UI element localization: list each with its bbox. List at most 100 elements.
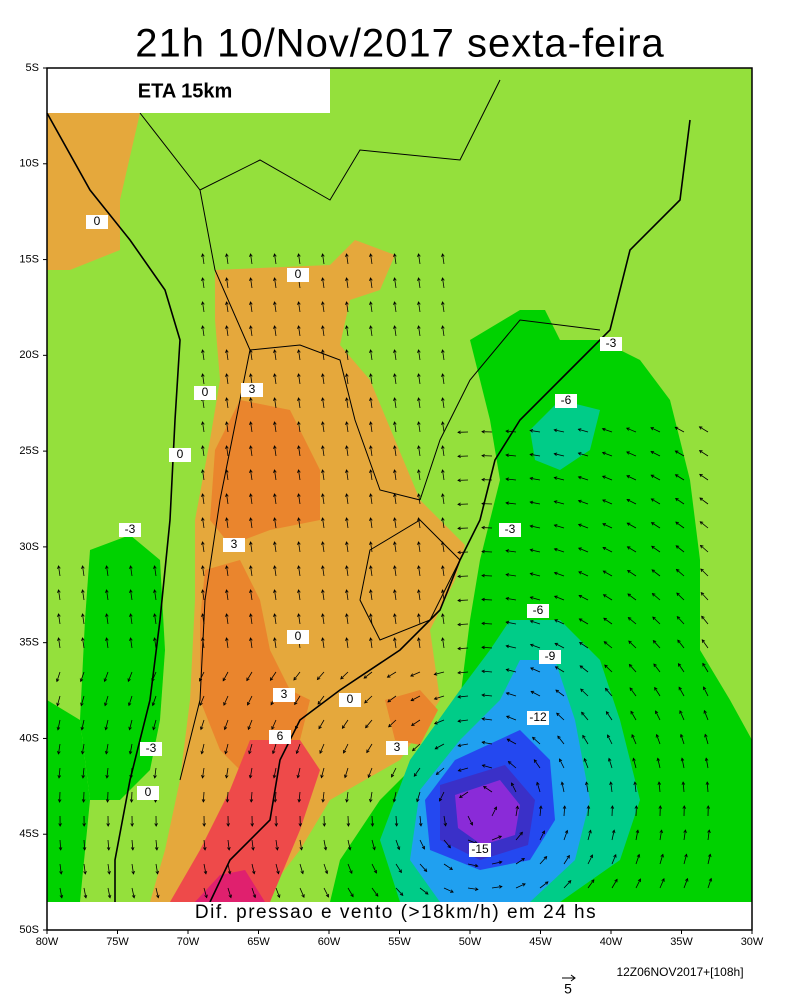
wind-vector-head bbox=[578, 641, 583, 646]
wind-vector bbox=[418, 493, 421, 505]
wind-vector bbox=[346, 277, 349, 289]
wind-vector-head bbox=[273, 469, 277, 473]
wind-vector bbox=[412, 743, 421, 752]
wind-vector-head bbox=[363, 675, 368, 679]
wind-vector bbox=[274, 253, 277, 265]
wind-vector bbox=[202, 791, 205, 803]
wind-vector-head bbox=[481, 477, 485, 482]
wind-vector bbox=[127, 671, 133, 682]
wind-vector-head bbox=[249, 253, 253, 257]
wind-vector-head bbox=[457, 430, 461, 435]
wind-vector-head bbox=[273, 373, 277, 377]
wind-vector-head bbox=[321, 541, 325, 545]
wind-vector-head bbox=[103, 678, 108, 683]
wind-vector bbox=[246, 671, 253, 681]
wind-vector bbox=[443, 887, 454, 893]
wind-vector bbox=[704, 734, 709, 745]
wind-vector-head bbox=[297, 469, 301, 473]
wind-vector-head bbox=[225, 445, 229, 449]
wind-vector bbox=[491, 886, 502, 889]
wind-vector-head bbox=[249, 613, 253, 617]
wind-vector bbox=[250, 349, 253, 361]
contour-labels: 0 0 0 3 0 -3 3 -3 -6 -3 -6 -9 -12 0 3 0 6 3 -3 0 -15 bbox=[86, 214, 622, 857]
wind-vector-head bbox=[441, 397, 445, 401]
wind-vector bbox=[154, 565, 157, 577]
wind-vector bbox=[563, 830, 568, 841]
wind-vector-head bbox=[457, 695, 461, 699]
wind-vector-head bbox=[273, 517, 277, 521]
wind-vector bbox=[394, 541, 397, 553]
wind-vector-head bbox=[104, 726, 108, 731]
wind-vector-head bbox=[626, 498, 631, 503]
wind-vector bbox=[699, 497, 709, 505]
wind-vector-head bbox=[345, 397, 349, 401]
wind-vector-head bbox=[393, 493, 397, 497]
contour-label-bg bbox=[527, 604, 549, 618]
wind-vector-head bbox=[153, 799, 158, 803]
wind-vector bbox=[602, 547, 613, 553]
wind-vector bbox=[650, 427, 661, 433]
lon-label: 30W bbox=[741, 936, 764, 948]
wind-vector bbox=[322, 791, 325, 802]
wind-vector-head bbox=[581, 711, 585, 716]
wind-vector-head bbox=[457, 622, 461, 627]
wind-vector bbox=[202, 493, 205, 505]
wind-vector bbox=[202, 613, 205, 625]
wind-vector-head bbox=[222, 677, 226, 682]
wind-vector-head bbox=[553, 524, 558, 528]
wind-vector-head bbox=[674, 450, 679, 454]
wind-vector-head bbox=[273, 613, 277, 617]
wind-vector bbox=[106, 589, 109, 601]
wind-vector bbox=[418, 589, 421, 601]
wind-vector-head bbox=[493, 806, 497, 811]
caption-box bbox=[47, 902, 752, 930]
wind-vector-head bbox=[554, 642, 559, 647]
wind-vector bbox=[223, 695, 229, 706]
wind-vector bbox=[318, 719, 325, 729]
wind-vector-head bbox=[81, 613, 85, 617]
wind-vector bbox=[610, 782, 613, 793]
wind-vector bbox=[506, 597, 517, 601]
wind-vector-head bbox=[128, 726, 132, 731]
wind-vector bbox=[346, 373, 349, 385]
wind-vector bbox=[250, 421, 253, 433]
wind-vector bbox=[536, 782, 541, 793]
wind-vector-head bbox=[344, 774, 348, 779]
wind-vector-head bbox=[609, 781, 613, 786]
wind-vector bbox=[298, 325, 301, 337]
wind-vector-head bbox=[601, 427, 606, 432]
wind-vector-head bbox=[441, 445, 445, 449]
model-label: ETA 15km bbox=[138, 80, 232, 102]
wind-vector bbox=[129, 719, 133, 730]
wind-vector bbox=[298, 791, 301, 802]
wind-vector bbox=[539, 830, 545, 841]
wind-vector bbox=[274, 349, 277, 361]
wind-vector bbox=[82, 613, 85, 625]
wind-vector bbox=[418, 301, 421, 313]
wind-vector-head bbox=[654, 686, 658, 691]
wind-vector-head bbox=[678, 686, 682, 691]
wind-vector bbox=[602, 452, 613, 457]
wind-vector bbox=[587, 879, 595, 889]
wind-vector-head bbox=[607, 734, 611, 739]
wind-vector-head bbox=[273, 397, 277, 401]
wind-vector-head bbox=[202, 823, 206, 827]
wind-vector bbox=[442, 445, 445, 457]
wind-vector bbox=[226, 493, 229, 505]
wind-vector bbox=[606, 711, 613, 721]
wind-vector-head bbox=[417, 349, 421, 353]
wind-vector-head bbox=[458, 794, 463, 799]
wind-vector-head bbox=[368, 798, 373, 803]
wind-vector bbox=[628, 640, 637, 649]
lon-label: 65W bbox=[247, 936, 270, 948]
wind-vector bbox=[370, 541, 373, 553]
wind-vector bbox=[222, 671, 229, 681]
lon-label: 40W bbox=[600, 936, 623, 948]
wind-vector-head bbox=[679, 733, 684, 738]
wind-vector-head bbox=[700, 568, 704, 573]
wind-vector bbox=[418, 517, 421, 529]
wind-vector-head bbox=[201, 589, 205, 593]
wind-vector bbox=[387, 695, 397, 703]
wind-vector bbox=[582, 735, 589, 745]
wind-vector bbox=[467, 815, 473, 826]
